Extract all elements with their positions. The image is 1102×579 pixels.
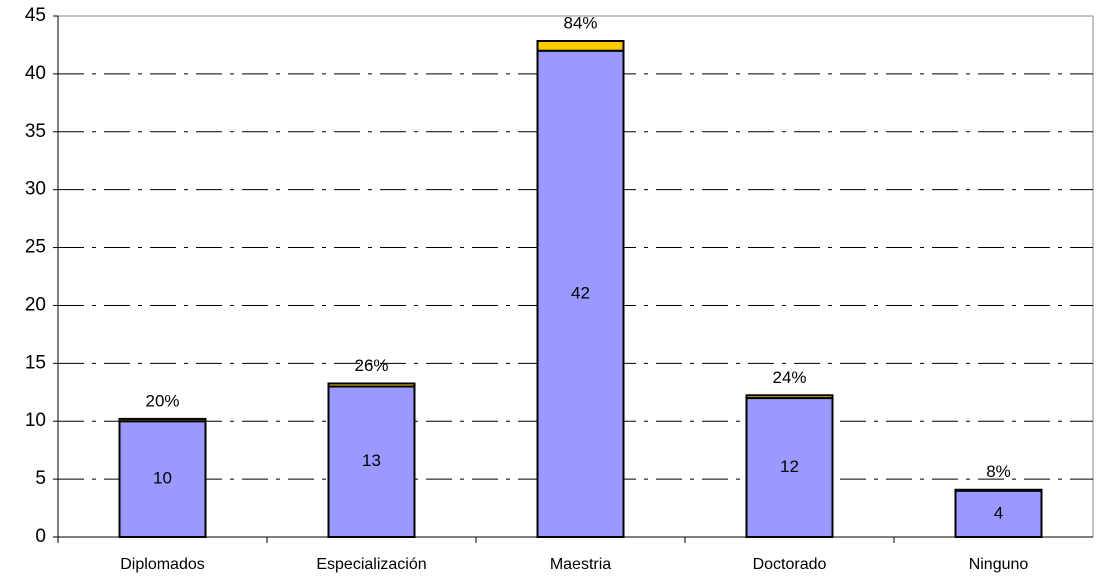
y-tick-label: 25 (25, 237, 46, 258)
bar-segment (327, 382, 416, 388)
value-label: 12 (780, 457, 799, 476)
y-tick-label: 45 (25, 5, 46, 26)
value-label: 8% (986, 462, 1011, 481)
y-tick-label: 15 (25, 352, 46, 373)
y-tick-label: 20 (25, 294, 46, 315)
bar-segment (745, 394, 834, 400)
x-tick-label: Diplomados (120, 556, 204, 573)
x-tick-label: Especialización (316, 556, 426, 573)
value-label: 26% (354, 356, 388, 375)
y-tick-label: 5 (35, 468, 46, 489)
y-tick-label: 10 (25, 410, 46, 431)
bar-segment (536, 49, 625, 538)
x-tick-label: Doctorado (753, 556, 827, 573)
value-label: 84% (563, 13, 597, 32)
bar-segment (954, 488, 1043, 492)
y-tick-label: 40 (25, 63, 46, 84)
x-tick-label: Ninguno (969, 556, 1029, 573)
value-label: 13 (362, 451, 381, 470)
value-label: 10 (153, 469, 172, 488)
value-label: 4 (994, 503, 1003, 522)
x-tick-label: Maestria (550, 556, 611, 573)
bar-segment (118, 417, 207, 423)
value-label: 20% (145, 391, 179, 410)
y-tick-label: 0 (35, 526, 46, 547)
y-tick-label: 35 (25, 121, 46, 142)
y-tick-label: 30 (25, 179, 46, 200)
value-label: 42 (571, 283, 590, 302)
value-label: 24% (772, 368, 806, 387)
bar-segment (536, 40, 625, 52)
